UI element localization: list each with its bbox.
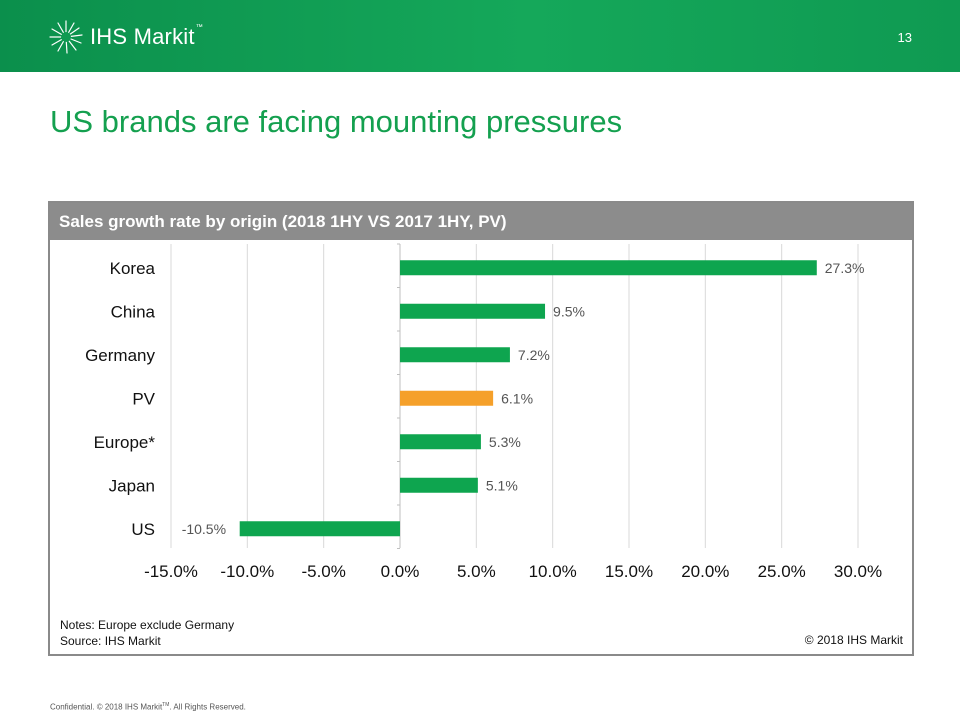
chart-notes: Notes: Europe exclude Germany Source: IH…: [60, 617, 234, 649]
bar-1: [400, 303, 546, 319]
x-tick-label-4: 5.0%: [457, 562, 496, 581]
bar-5: [400, 477, 478, 493]
data-label-6: -10.5%: [182, 521, 226, 537]
data-label-3: 6.1%: [501, 390, 533, 406]
category-label-0: Korea: [110, 259, 156, 278]
data-label-4: 5.3%: [489, 434, 521, 450]
category-label-3: PV: [132, 389, 155, 408]
bar-3: [400, 390, 494, 406]
copyright-text: © 2018 IHS Markit: [804, 633, 903, 647]
x-tick-label-3: 0.0%: [381, 562, 420, 581]
category-label-6: US: [131, 520, 155, 539]
x-tick-label-6: 15.0%: [605, 562, 653, 581]
bar-2: [400, 347, 510, 363]
data-label-2: 7.2%: [518, 347, 550, 363]
starburst-logo-icon: [49, 20, 83, 54]
page-number: 13: [897, 30, 912, 45]
bar-4: [400, 434, 481, 450]
category-label-2: Germany: [85, 346, 155, 365]
x-tick-label-1: -10.0%: [220, 562, 274, 581]
bar-0: [400, 260, 817, 276]
chart-panel-header: Sales growth rate by origin (2018 1HY VS…: [50, 203, 912, 240]
x-tick-label-8: 25.0%: [758, 562, 806, 581]
chart-panel: Sales growth rate by origin (2018 1HY VS…: [48, 201, 914, 656]
category-label-1: China: [111, 302, 156, 321]
category-label-4: Europe*: [94, 433, 156, 452]
logo-trademark: ™: [195, 24, 203, 31]
x-tick-label-5: 10.0%: [529, 562, 577, 581]
bar-6: [239, 521, 400, 537]
slide-title: US brands are facing mounting pressures: [50, 104, 623, 139]
bar-chart: Korea 27.3% China 9.5% Germany 7.2% PV 6.1% Euro…: [85, 243, 882, 581]
header-bar: IHS Markit™ 13: [0, 0, 960, 72]
footer-confidential: Confidential. © 2018 IHS MarkitTM. All R…: [50, 702, 246, 712]
data-label-1: 9.5%: [553, 303, 585, 319]
source-text: Source: IHS Markit: [60, 634, 161, 648]
x-tick-label-0: -15.0%: [144, 562, 198, 581]
x-tick-label-2: -5.0%: [301, 562, 345, 581]
data-label-5: 5.1%: [486, 477, 518, 493]
x-tick-label-9: 30.0%: [834, 562, 882, 581]
logo-text: IHS Markit™: [90, 24, 203, 49]
category-label-5: Japan: [109, 476, 155, 495]
x-tick-label-7: 20.0%: [681, 562, 729, 581]
ihs-markit-logo: IHS Markit™: [48, 17, 203, 57]
data-label-0: 27.3%: [825, 260, 865, 276]
chart-title: Sales growth rate by origin (2018 1HY VS…: [59, 212, 507, 231]
notes-text: Notes: Europe exclude Germany: [60, 618, 235, 632]
